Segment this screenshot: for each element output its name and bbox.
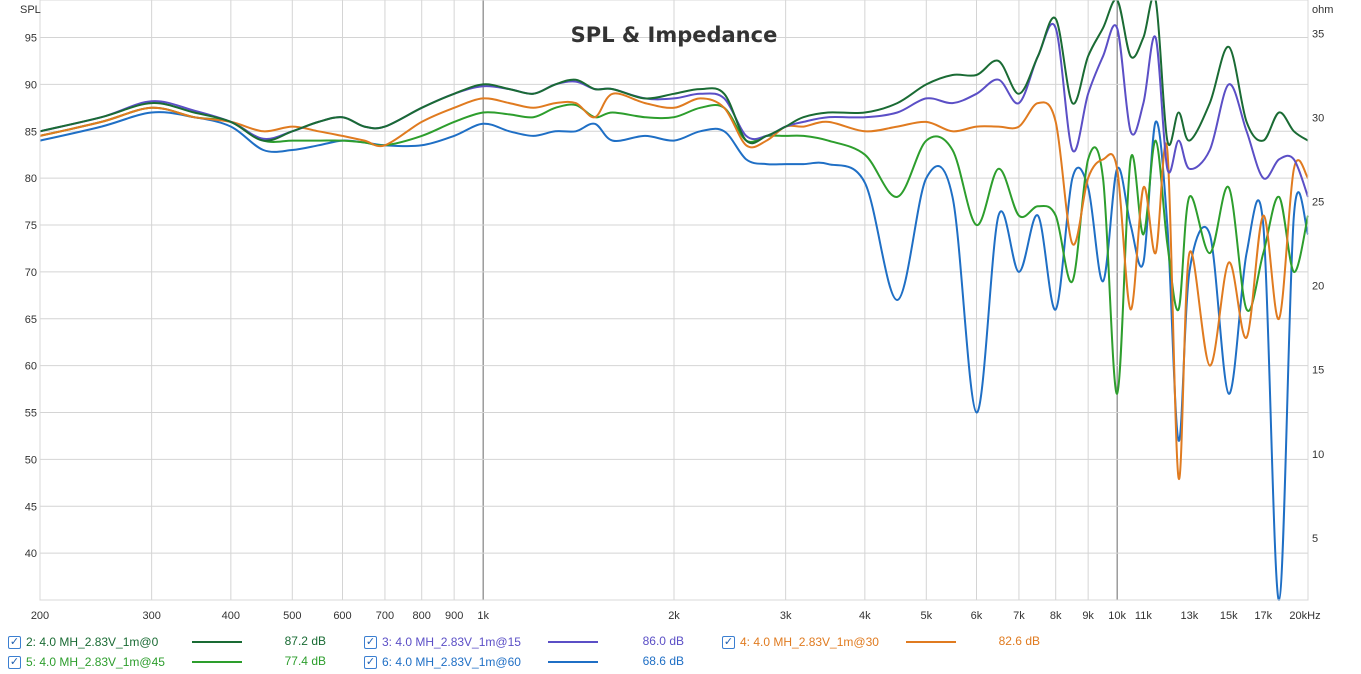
y2-tick-label: 25: [1312, 197, 1324, 209]
y2-tick-label: 30: [1312, 113, 1324, 125]
legend-label: 5: 4.0 MH_2.83V_1m@45: [26, 655, 165, 669]
x-tick-label: 600: [333, 610, 351, 622]
y-axis-label: SPL: [20, 4, 41, 16]
x-tick-label: 10k: [1108, 610, 1126, 622]
legend-label: 6: 4.0 MH_2.83V_1m@60: [382, 655, 521, 669]
series-lines: [39, 0, 1309, 602]
y-tick-label: 45: [25, 501, 37, 513]
checkbox-checked-icon[interactable]: ✓: [8, 635, 21, 649]
legend-label: 3: 4.0 MH_2.83V_1m@15: [382, 635, 521, 649]
legend-value: 86.0 dB: [642, 634, 684, 648]
legend-label: 4: 4.0 MH_2.83V_1m@30: [740, 635, 879, 649]
legend-swatch: [548, 641, 598, 643]
y2-tick-labels: 35 30 25 20 15 10 5: [1312, 29, 1324, 545]
legend-item-30deg[interactable]: ✓ 4: 4.0 MH_2.83V_1m@30: [722, 632, 879, 652]
y-tick-label: 50: [25, 454, 37, 466]
y2-axis-label: ohm: [1312, 4, 1333, 16]
legend-item-0deg[interactable]: ✓ 2: 4.0 MH_2.83V_1m@0: [8, 632, 158, 652]
y2-tick-label: 15: [1312, 365, 1324, 377]
y-tick-label: 85: [25, 126, 37, 138]
y-tick-label: 90: [25, 79, 37, 91]
y2-tick-label: 10: [1312, 449, 1324, 461]
series-line-2: [39, 0, 1309, 146]
x-tick-label: 15k: [1220, 610, 1238, 622]
x-tick-label: 500: [283, 610, 301, 622]
x-tick-labels: 200 300 400 500 600 700 800 900 1k 2k 3k 4k 5k 6k 7k 8k…: [31, 610, 1321, 622]
plot-frame: [39, 0, 1309, 601]
checkbox-checked-icon[interactable]: ✓: [722, 635, 735, 649]
x-tick-label: 800: [413, 610, 431, 622]
x-tick-label: 4k: [859, 610, 871, 622]
x-tick-label: 2k: [668, 610, 680, 622]
checkbox-checked-icon[interactable]: ✓: [364, 655, 377, 669]
legend-item-60deg[interactable]: ✓ 6: 4.0 MH_2.83V_1m@60: [364, 652, 521, 672]
legend-value: 77.4 dB: [284, 654, 326, 668]
x-tick-label: 8k: [1050, 610, 1062, 622]
legend-swatch: [906, 641, 956, 643]
y2-tick-label: 20: [1312, 281, 1324, 293]
x-tick-label: 11k: [1135, 610, 1152, 622]
legend-item-15deg[interactable]: ✓ 3: 4.0 MH_2.83V_1m@15: [364, 632, 521, 652]
y2-tick-label: 35: [1312, 29, 1324, 41]
legend-swatch: [192, 661, 242, 663]
x-tick-label: 17k: [1254, 610, 1272, 622]
y-tick-label: 75: [25, 220, 37, 232]
x-tick-label: 900: [445, 610, 463, 622]
y-tick-label: 80: [25, 173, 37, 185]
x-tick-label: 400: [222, 610, 240, 622]
x-tick-label: 700: [376, 610, 394, 622]
x-tick-label: 20kHz: [1289, 610, 1320, 622]
y-tick-labels: 95 90 85 80 75 70 65 60 55 50 45 40: [25, 33, 37, 561]
y2-tick-label: 5: [1312, 533, 1318, 545]
spl-chart: 200 300 400 500 600 700 800 900 1k 2k 3k 4k 5k 6k 7k 8k…: [20, 0, 1333, 622]
x-tick-label: 1k: [477, 610, 489, 622]
y-tick-label: 60: [25, 361, 37, 373]
x-tick-label: 9k: [1082, 610, 1094, 622]
chart-title: SPL & Impedance: [571, 23, 778, 47]
legend-value: 68.6 dB: [642, 654, 684, 668]
x-tick-label: 300: [142, 610, 160, 622]
x-tick-label: 6k: [971, 610, 983, 622]
y-tick-label: 70: [25, 267, 37, 279]
x-tick-label: 200: [31, 610, 49, 622]
x-tick-label: 5k: [920, 610, 932, 622]
series-line-4: [39, 92, 1309, 480]
legend-value: 87.2 dB: [284, 634, 326, 648]
legend-swatch: [548, 661, 598, 663]
checkbox-checked-icon[interactable]: ✓: [364, 635, 377, 649]
legend-swatch: [192, 641, 242, 643]
x-tick-label: 13k: [1181, 610, 1199, 622]
checkbox-checked-icon[interactable]: ✓: [8, 655, 21, 669]
y-tick-label: 95: [25, 33, 37, 45]
legend-value: 82.6 dB: [998, 634, 1040, 648]
x-tick-label: 7k: [1013, 610, 1025, 622]
y-tick-label: 40: [25, 548, 37, 560]
y-tick-label: 65: [25, 314, 37, 326]
y-tick-label: 55: [25, 408, 37, 420]
legend-label: 2: 4.0 MH_2.83V_1m@0: [26, 635, 159, 649]
legend: ✓ 2: 4.0 MH_2.83V_1m@0 87.2 dB ✓ 3: 4.0 …: [0, 630, 1361, 674]
legend-item-45deg[interactable]: ✓ 5: 4.0 MH_2.83V_1m@45: [8, 652, 165, 672]
x-tick-label: 3k: [780, 610, 792, 622]
chart-grid: [39, 0, 1309, 600]
